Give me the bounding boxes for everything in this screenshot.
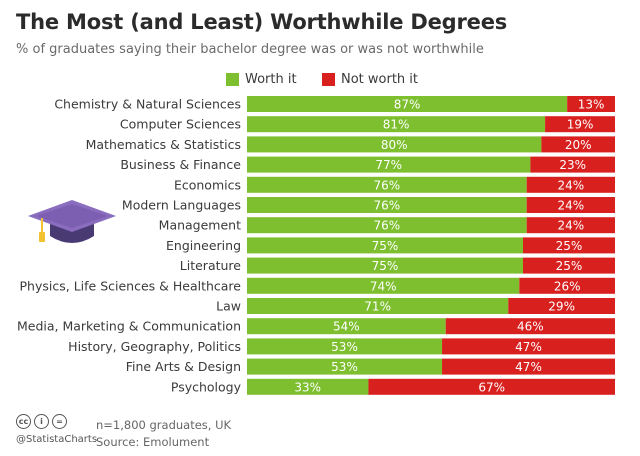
- bar-worth-it: [247, 176, 527, 193]
- bar-not-worth-it: [523, 237, 615, 254]
- value-label-worth-it: 74%: [370, 279, 397, 293]
- value-label-worth-it: 54%: [333, 320, 360, 334]
- legend-item-not-worth-it: Not worth it: [322, 72, 418, 87]
- bar-worth-it: [247, 338, 443, 355]
- by-icon: i: [34, 414, 49, 429]
- bar-not-worth-it: [523, 257, 615, 274]
- category-label: Fine Arts & Design: [126, 359, 241, 374]
- category-label: Media, Marketing & Communication: [17, 319, 241, 334]
- value-label-worth-it: 76%: [374, 178, 401, 192]
- category-label: Mathematics & Statistics: [86, 137, 241, 152]
- bar-not-worth-it: [526, 176, 615, 193]
- category-label: Literature: [180, 258, 242, 273]
- category-label: Modern Languages: [122, 198, 241, 213]
- category-label: Engineering: [166, 238, 241, 253]
- value-label-worth-it: 81%: [383, 118, 410, 132]
- legend-label-worth-it: Worth it: [245, 72, 297, 87]
- value-label-worth-it: 76%: [374, 219, 401, 233]
- legend-label-not-worth-it: Not worth it: [341, 72, 419, 87]
- bar-not-worth-it: [368, 378, 615, 395]
- value-label-not-worth-it: 67%: [478, 380, 505, 394]
- legend-swatch-worth-it: [226, 73, 239, 86]
- bar-not-worth-it: [526, 217, 615, 234]
- legend-item-worth-it: Worth it: [226, 72, 297, 87]
- brand-label: @StatistaCharts: [16, 434, 98, 445]
- bar-worth-it: [247, 318, 446, 335]
- stacked-bar-chart: Chemistry & Natural Sciences 87% 13% Comput…: [17, 96, 615, 395]
- bar-not-worth-it: [545, 116, 615, 133]
- value-label-worth-it: 87%: [394, 98, 421, 112]
- value-label-not-worth-it: 25%: [556, 259, 583, 273]
- legend-swatch-not-worth-it: [322, 73, 335, 86]
- sample-note: n=1,800 graduates, UK: [96, 418, 232, 432]
- value-label-worth-it: 53%: [331, 360, 358, 374]
- bar-worth-it: [247, 378, 369, 395]
- category-label: Business & Finance: [120, 157, 241, 172]
- bar-not-worth-it: [442, 358, 615, 375]
- category-label: Psychology: [171, 379, 242, 394]
- value-label-worth-it: 76%: [374, 199, 401, 213]
- value-label-not-worth-it: 24%: [558, 219, 585, 233]
- value-label-not-worth-it: 24%: [558, 178, 585, 192]
- bar-worth-it: [247, 237, 523, 254]
- source-note: Source: Emolument: [96, 435, 210, 449]
- bar-worth-it: [247, 298, 509, 314]
- bar-not-worth-it: [519, 277, 615, 294]
- value-label-not-worth-it: 19%: [567, 118, 594, 132]
- value-label-not-worth-it: 26%: [554, 279, 581, 293]
- bar-not-worth-it: [508, 298, 615, 314]
- value-label-worth-it: 33%: [294, 380, 321, 394]
- bar-not-worth-it: [567, 96, 615, 112]
- bar-not-worth-it: [445, 318, 615, 335]
- value-label-worth-it: 75%: [372, 259, 399, 273]
- bar-worth-it: [247, 217, 527, 234]
- bar-worth-it: [247, 197, 527, 213]
- bar-worth-it: [247, 277, 520, 294]
- cc-icon: cc: [16, 414, 31, 429]
- bar-worth-it: [247, 156, 531, 173]
- value-label-not-worth-it: 20%: [565, 138, 592, 152]
- bar-worth-it: [247, 116, 546, 133]
- value-label-worth-it: 77%: [375, 158, 402, 172]
- category-label: History, Geography, Politics: [68, 339, 241, 354]
- category-label: Physics, Life Sciences & Healthcare: [20, 278, 242, 293]
- value-label-not-worth-it: 47%: [515, 360, 542, 374]
- footer: cc i = @StatistaCharts n=1,800 graduates…: [16, 414, 416, 454]
- category-label: Computer Sciences: [120, 117, 241, 132]
- category-label: Economics: [174, 177, 241, 192]
- legend: Worth it Not worth it: [0, 72, 640, 92]
- bar-worth-it: [247, 136, 542, 153]
- value-label-not-worth-it: 25%: [556, 239, 583, 253]
- chart-title: The Most (and Least) Worthwhile Degrees: [16, 10, 508, 34]
- category-label: Management: [159, 218, 241, 233]
- value-label-worth-it: 80%: [381, 138, 408, 152]
- value-label-not-worth-it: 29%: [548, 300, 575, 314]
- value-label-not-worth-it: 23%: [559, 158, 586, 172]
- bar-not-worth-it: [541, 136, 615, 153]
- value-label-worth-it: 71%: [364, 300, 391, 314]
- bar-worth-it: [247, 358, 443, 375]
- value-label-not-worth-it: 24%: [558, 199, 585, 213]
- license-icons: cc i =: [16, 414, 70, 429]
- graduation-cap-icon: [28, 200, 116, 243]
- category-label: Law: [216, 299, 241, 314]
- chart-subtitle: % of graduates saying their bachelor deg…: [16, 42, 484, 57]
- bar-not-worth-it: [530, 156, 615, 173]
- value-label-worth-it: 75%: [372, 239, 399, 253]
- bar-not-worth-it: [442, 338, 615, 355]
- bar-not-worth-it: [526, 197, 615, 213]
- value-label-not-worth-it: 46%: [517, 320, 544, 334]
- bar-worth-it: [247, 257, 523, 274]
- category-label: Chemistry & Natural Sciences: [54, 97, 241, 112]
- value-label-not-worth-it: 47%: [515, 340, 542, 354]
- value-label-worth-it: 53%: [331, 340, 358, 354]
- bar-worth-it: [247, 96, 568, 112]
- equals-icon: =: [52, 414, 67, 429]
- value-label-not-worth-it: 13%: [578, 98, 605, 112]
